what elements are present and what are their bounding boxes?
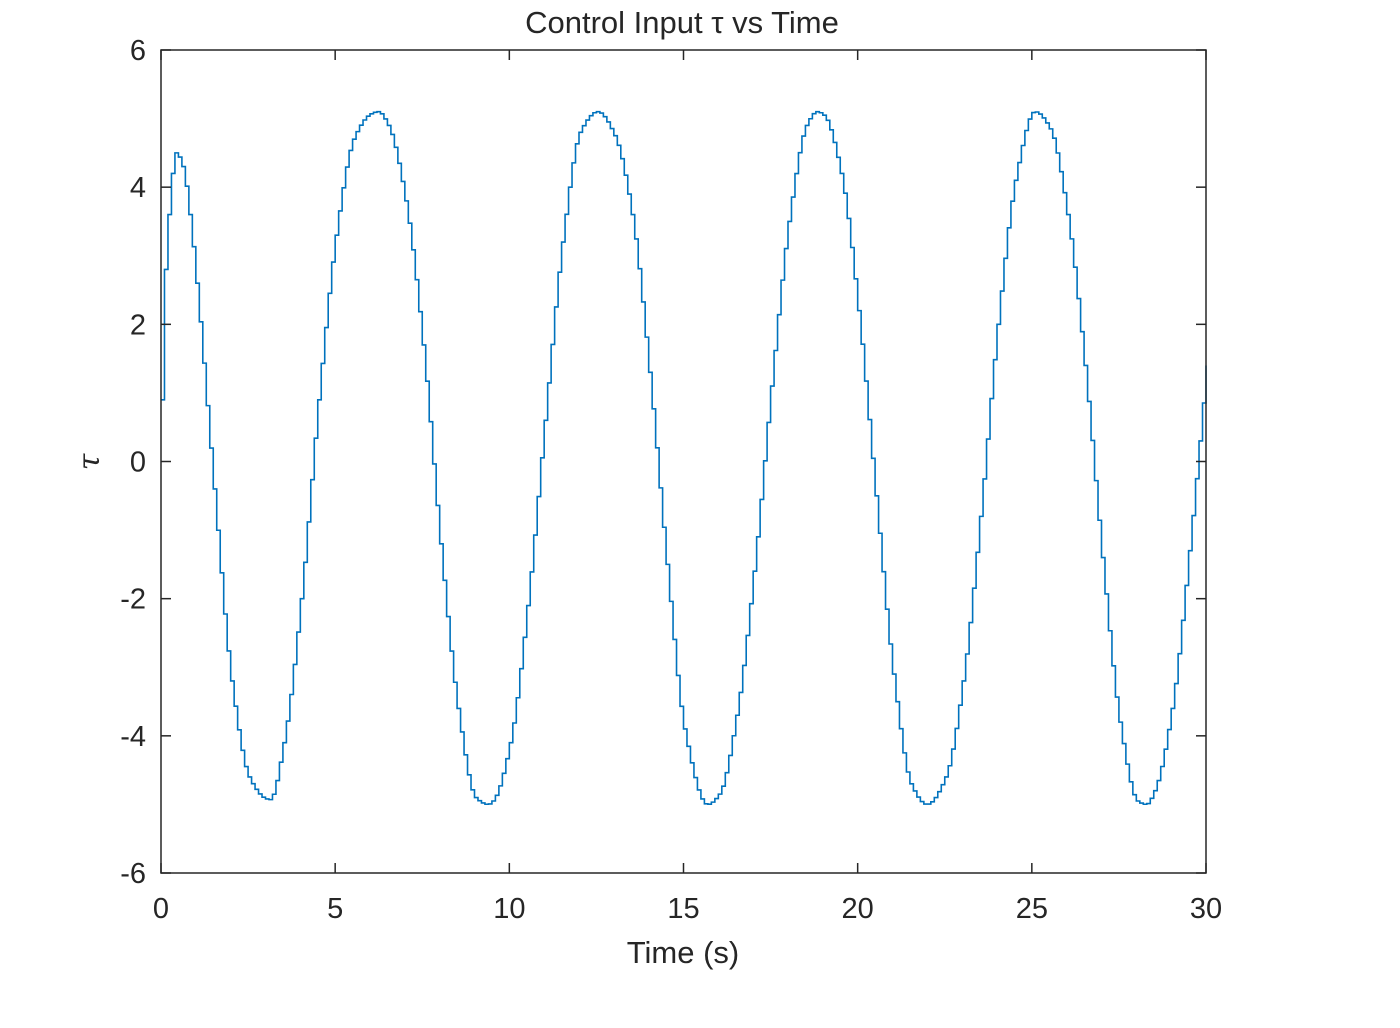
data-layer bbox=[161, 110, 1207, 806]
plot-area bbox=[160, 49, 1207, 874]
x-tick-label: 10 bbox=[493, 893, 525, 925]
series-line bbox=[161, 110, 1207, 806]
y-tick-label: 2 bbox=[130, 309, 146, 341]
plot-background bbox=[161, 50, 1206, 873]
y-tick-label: -6 bbox=[120, 858, 146, 890]
y-tick-label: 6 bbox=[130, 35, 146, 67]
x-tick-labels: 0 5 10 15 20 25 30 bbox=[153, 893, 1222, 925]
x-tick-label: 15 bbox=[667, 893, 699, 925]
y-tick-labels: -6 -4 -2 0 2 4 6 bbox=[120, 35, 146, 890]
y-tick-label: -4 bbox=[120, 721, 146, 753]
plot-frame bbox=[160, 49, 1207, 874]
x-tick-label: 20 bbox=[842, 893, 874, 925]
chart-title: Control Input τ vs Time bbox=[525, 5, 839, 40]
y-tick-label: 4 bbox=[130, 172, 146, 204]
y-tick-label: -2 bbox=[120, 584, 146, 616]
x-tick-label: 25 bbox=[1016, 893, 1048, 925]
x-tick-label: 5 bbox=[327, 893, 343, 925]
y-tick-label: 0 bbox=[130, 447, 146, 479]
x-tick-label: 30 bbox=[1190, 893, 1222, 925]
x-axis-label: Time (s) bbox=[627, 935, 740, 970]
y-axis-label: τ bbox=[72, 453, 107, 470]
x-tick-label: 0 bbox=[153, 893, 169, 925]
